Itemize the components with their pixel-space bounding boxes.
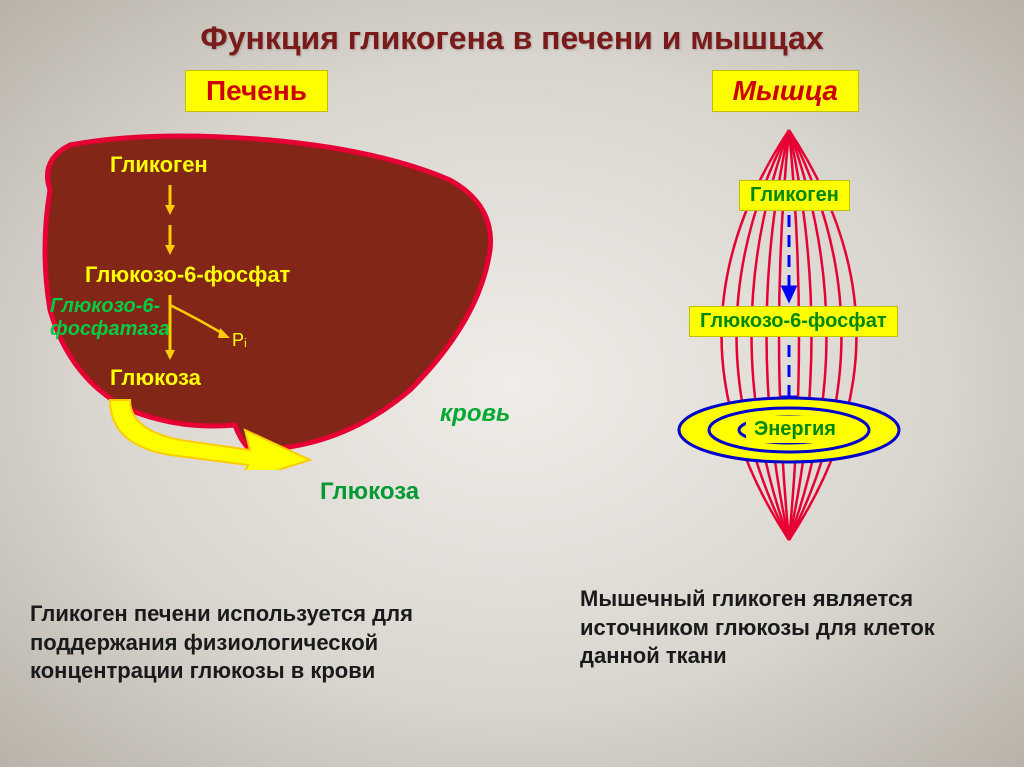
pi-label: Pᵢ bbox=[232, 330, 247, 351]
muscle-g6p-label: Глюкозо-6-фосфат bbox=[689, 306, 898, 337]
liver-caption: Гликоген печени используется для поддерж… bbox=[30, 600, 500, 686]
liver-diagram: Гликоген Глюкозо-6-фосфат Глюкоза Глюкоз… bbox=[30, 130, 500, 470]
muscle-diagram: Гликоген Глюкозо-6-фосфат Энергия bbox=[604, 120, 974, 550]
liver-header: Печень bbox=[185, 70, 328, 112]
page-title: Функция гликогена в печени и мышцах bbox=[0, 0, 1024, 57]
muscle-header: Мышца bbox=[712, 70, 859, 112]
muscle-energy-label: Энергия bbox=[746, 416, 844, 443]
liver-g6p-label: Глюкозо-6-фосфат bbox=[85, 262, 290, 288]
blood-label: кровь bbox=[440, 400, 510, 428]
enzyme-label-1: Глюкозо-6- bbox=[50, 295, 160, 318]
muscle-glycogen-label: Гликоген bbox=[739, 180, 850, 211]
liver-glucose-label: Глюкоза bbox=[110, 365, 201, 391]
glucose-out-label: Глюкоза bbox=[320, 478, 419, 506]
enzyme-label-2: фосфатаза bbox=[50, 318, 170, 341]
muscle-caption: Мышечный гликоген является источником гл… bbox=[580, 585, 990, 671]
liver-glycogen-label: Гликоген bbox=[110, 152, 208, 178]
